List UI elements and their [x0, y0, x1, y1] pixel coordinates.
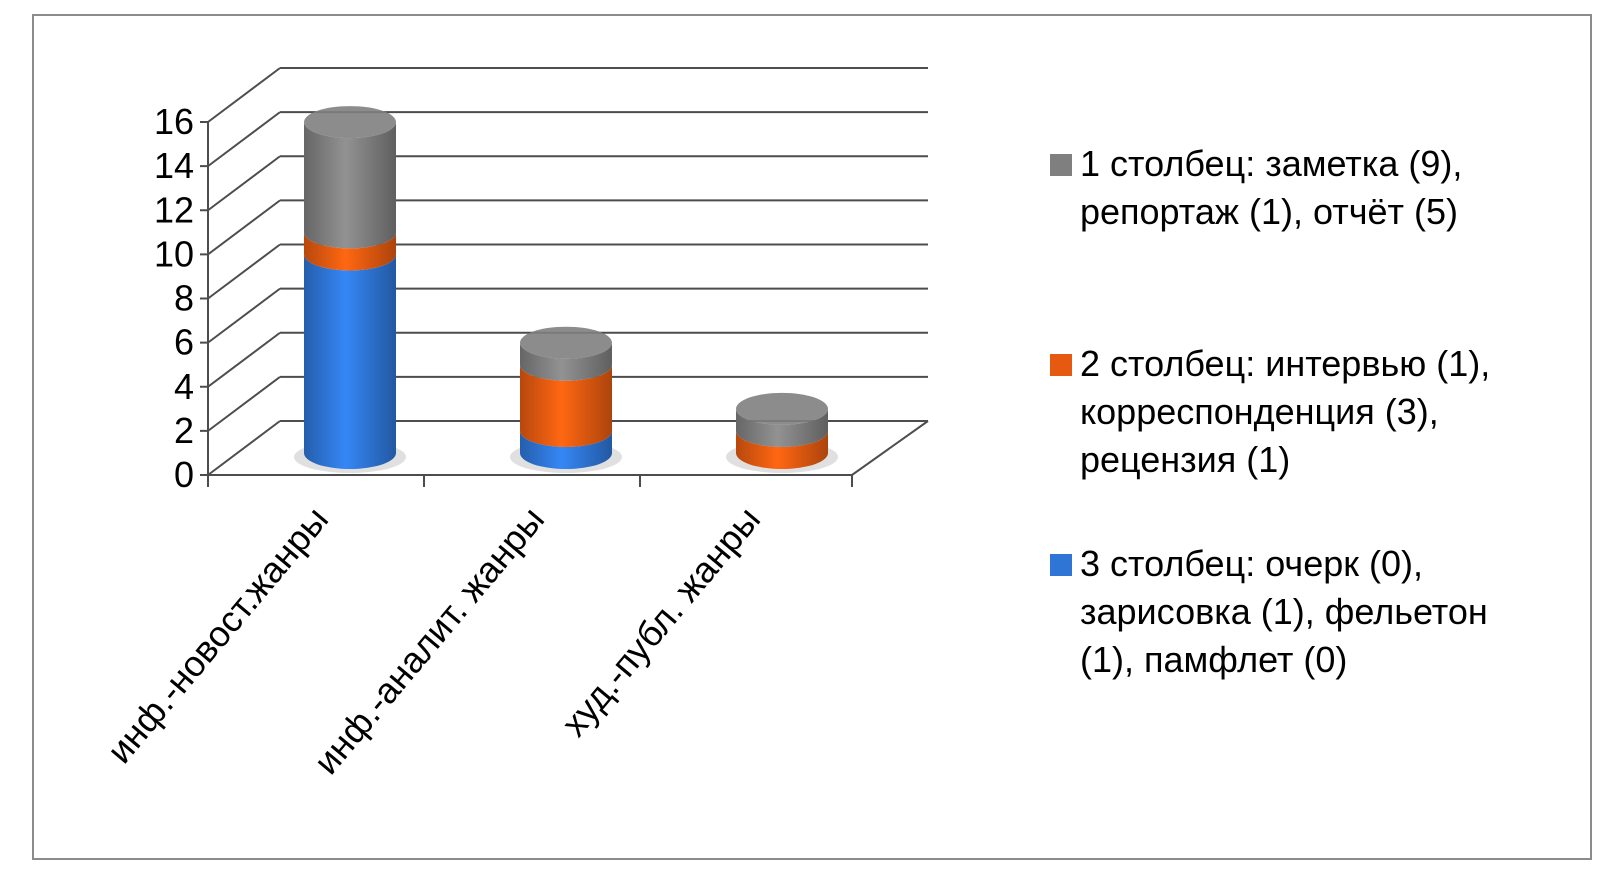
grid-diagonal [207, 111, 281, 167]
bar-1-segment-2 [520, 326, 612, 381]
legend-swatch-1 [1050, 154, 1072, 176]
x-category-label: худ.-публ. жанры [553, 499, 768, 744]
y-tick-label: 14 [154, 145, 194, 186]
grid-diagonal [207, 287, 281, 344]
grid-diagonal [207, 420, 281, 476]
y-tick-label: 6 [174, 322, 194, 363]
y-tick-label: 4 [174, 366, 194, 407]
bar-2-segment-2 [736, 392, 828, 447]
grid-diagonal [207, 155, 281, 212]
legend-label-1: 1 столбец: заметка (9), репортаж (1), от… [1080, 143, 1463, 232]
bar-segment-body [304, 254, 396, 469]
chart-bars [294, 106, 838, 473]
bar-segment-body [520, 342, 612, 381]
bar-segment-body [520, 364, 612, 447]
bar-0-segment-1 [304, 232, 396, 271]
grid-diagonal [207, 243, 281, 300]
grid-diagonal [207, 199, 281, 256]
legend-label-2: 2 столбец: интервью (1), корреспонденция… [1080, 343, 1491, 480]
y-tick-label: 8 [174, 278, 194, 319]
bar-segment-body [520, 430, 612, 469]
bar-0-segment-2 [304, 106, 396, 249]
bar-segment-body [304, 232, 396, 271]
bar-2-segment-1 [736, 430, 828, 469]
y-tick-label: 2 [174, 410, 194, 451]
bar-0-segment-0 [304, 254, 396, 469]
grid-diagonal [207, 331, 281, 388]
chart-axes [200, 121, 929, 487]
legend-swatch-3 [1050, 554, 1072, 576]
x-category-label: инф.-аналит. жанры [305, 499, 552, 782]
y-tick-label: 0 [174, 454, 194, 495]
grid-diagonal [207, 376, 281, 432]
y-tick-label: 10 [154, 233, 194, 274]
bar-1-segment-0 [520, 430, 612, 469]
bar-top-cap [304, 106, 396, 139]
bar-segment-body [736, 430, 828, 469]
x-category-label: инф.-новост.жанры [99, 499, 337, 771]
y-tick-label: 12 [154, 189, 194, 230]
bar-1-segment-1 [520, 364, 612, 447]
bar-segment-body [736, 408, 828, 447]
y-tick-label: 16 [154, 101, 194, 142]
bar-top-cap [736, 392, 828, 425]
legend-swatch-2 [1050, 354, 1072, 376]
bar-segment-body [304, 122, 396, 249]
legend-label-3: 3 столбец: очерк (0), зарисовка (1), фел… [1080, 543, 1488, 680]
bar-top-cap [520, 326, 612, 359]
grid-diagonal [207, 67, 281, 123]
